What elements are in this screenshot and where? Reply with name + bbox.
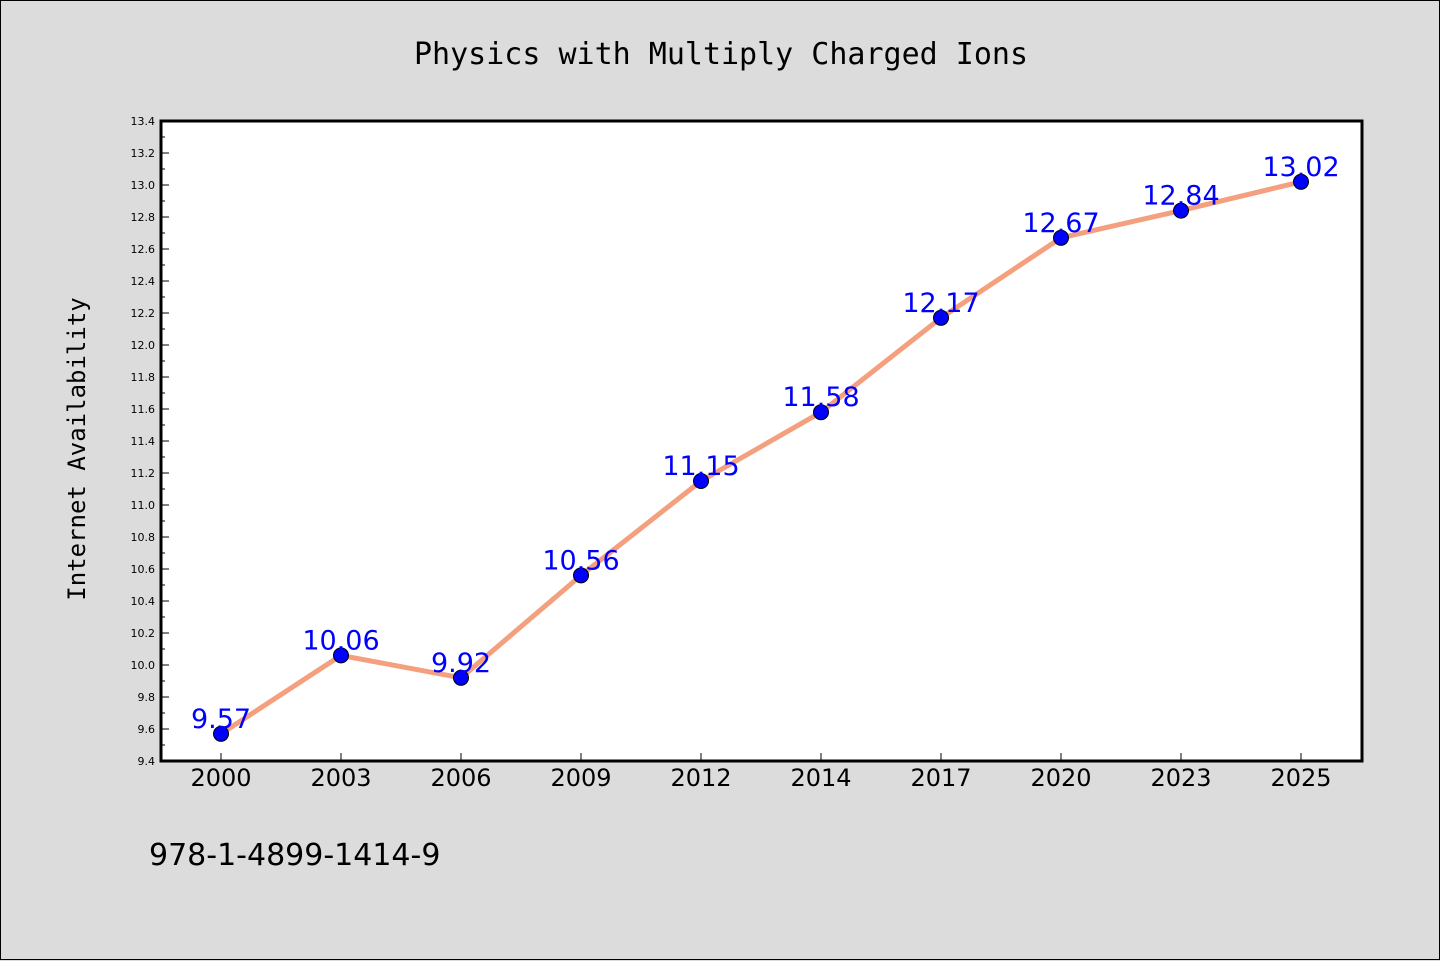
data-label: 11.15 — [662, 451, 739, 482]
data-label: 9.57 — [191, 704, 251, 735]
y-axis-label: Internet Availability — [63, 297, 91, 600]
data-point-marker — [813, 404, 829, 421]
data-label: 12.17 — [902, 288, 979, 319]
y-tick-label: 11.2 — [131, 467, 156, 480]
y-tick-label: 12.2 — [131, 307, 156, 320]
chart-title: Physics with Multiply Charged Ions — [414, 37, 1028, 72]
x-tick-label: 2020 — [1030, 764, 1091, 792]
data-point-marker — [693, 473, 709, 489]
y-tick-label: 12.8 — [131, 211, 156, 224]
x-tick-label: 2012 — [670, 764, 731, 792]
data-point-marker — [933, 309, 949, 326]
data-label: 10.56 — [542, 545, 619, 576]
y-tick-label: 12.4 — [131, 275, 156, 288]
data-label: 10.06 — [302, 625, 379, 656]
x-axis-ticks: 2000 2003 2006 2009 2012 2014 2017 2020 2023 2025 — [190, 753, 1332, 792]
y-tick-label: 12.0 — [131, 339, 156, 352]
series-line — [219, 179, 1302, 736]
data-point-marker — [213, 725, 229, 742]
y-tick-label: 9.4 — [138, 755, 156, 768]
series-markers — [213, 173, 1309, 742]
x-tick-label: 2025 — [1270, 764, 1331, 792]
x-tick-label: 2014 — [790, 764, 851, 792]
y-tick-label: 10.6 — [131, 563, 156, 576]
y-tick-label: 11.4 — [131, 435, 156, 448]
x-tick-label: 2009 — [550, 764, 611, 792]
y-tick-label: 13.0 — [131, 179, 156, 192]
data-label: 12.67 — [1022, 208, 1099, 239]
isbn-label: 978-1-4899-1414-9 — [149, 838, 440, 873]
y-tick-label: 11.0 — [131, 499, 156, 512]
y-tick-label: 10.2 — [131, 627, 156, 640]
data-label: 12.84 — [1142, 181, 1219, 212]
data-label: 13.02 — [1262, 152, 1339, 183]
y-axis-ticks: 9.4 9.6 9.8 10.0 10.2 10.4 10.6 10.8 11.0 11.2 11.… — [131, 115, 169, 768]
y-tick-label: 9.8 — [138, 691, 156, 704]
y-tick-label: 13.2 — [131, 147, 156, 160]
x-tick-label: 2000 — [190, 764, 251, 792]
x-tick-label: 2003 — [310, 764, 371, 792]
y-tick-label: 9.6 — [138, 723, 156, 736]
y-tick-label: 11.6 — [131, 403, 156, 416]
data-point-marker — [1053, 229, 1069, 246]
y-tick-label: 13.4 — [131, 115, 156, 128]
data-point-marker — [1173, 202, 1189, 219]
y-tick-label: 11.8 — [131, 371, 156, 384]
data-point-marker — [333, 647, 349, 664]
x-tick-label: 2023 — [1150, 764, 1211, 792]
data-label: 11.58 — [782, 382, 859, 413]
data-label: 9.92 — [431, 648, 491, 679]
series-line-group — [219, 179, 1302, 736]
data-point-marker — [1293, 173, 1309, 190]
data-labels: 9.57 10.06 9.92 10.56 11.15 11.58 12.17 12.67 12… — [191, 152, 1340, 735]
x-tick-label: 2017 — [910, 764, 971, 792]
y-tick-label: 12.6 — [131, 243, 156, 256]
y-tick-label: 10.4 — [131, 595, 156, 608]
x-tick-label: 2006 — [430, 764, 491, 792]
plot-area — [159, 119, 1364, 763]
y-tick-label: 10.8 — [131, 531, 156, 544]
data-point-marker — [573, 567, 589, 584]
data-point-marker — [453, 669, 469, 686]
y-tick-label: 10.0 — [131, 659, 156, 672]
